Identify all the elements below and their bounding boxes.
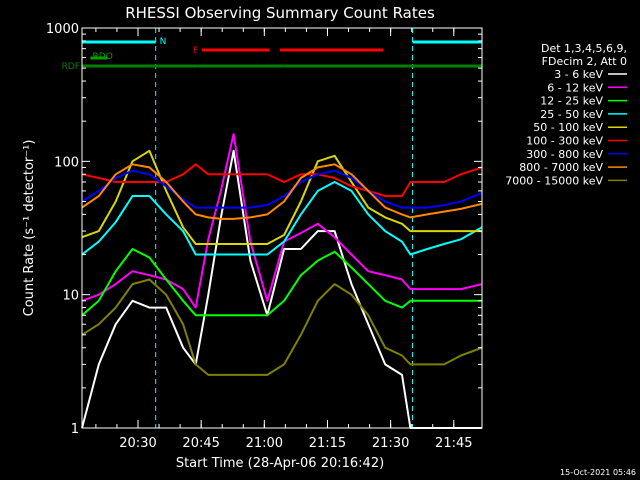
legend-label-6-12-kev: 6 - 12 keV bbox=[547, 81, 603, 94]
flag-label-rdo: RDO bbox=[93, 52, 113, 62]
flag-label-f: F bbox=[193, 46, 198, 56]
legend-label-12-25-kev: 12 - 25 keV bbox=[540, 95, 603, 108]
y-tick-label: 1 bbox=[71, 422, 79, 437]
legend-header-line: FDecim 2, Att 0 bbox=[542, 55, 627, 68]
footer-timestamp: 15-Oct-2021 05:46 bbox=[560, 468, 636, 477]
x-tick-label: 21:30 bbox=[372, 436, 409, 451]
x-tick-label: 20:45 bbox=[182, 436, 219, 451]
series-line-6-12-kev bbox=[81, 133, 483, 309]
plot-area: N F RDO RDF bbox=[62, 28, 483, 429]
y-axis-label: Count Rate (s⁻¹ detector⁻¹) bbox=[22, 140, 37, 317]
x-tick-label: 21:45 bbox=[435, 436, 472, 451]
x-tick-label: 21:00 bbox=[246, 436, 283, 451]
chart-title: RHESSI Observing Summary Count Rates bbox=[125, 4, 435, 22]
y-tick-label: 100 bbox=[54, 155, 79, 170]
plot-frame bbox=[81, 27, 483, 429]
flag-label-n: N bbox=[160, 37, 167, 47]
legend-label-50-100-kev: 50 - 100 keV bbox=[533, 121, 603, 134]
y-tick-label: 1000 bbox=[46, 22, 79, 37]
series-line-12-25-kev bbox=[81, 248, 482, 317]
series-line-300-800-kev bbox=[81, 169, 483, 209]
legend-label-300-800-kev: 300 - 800 keV bbox=[526, 148, 603, 161]
x-tick-label: 21:15 bbox=[309, 436, 346, 451]
flag-label-rdf: RDF bbox=[62, 62, 80, 72]
series-line-800-7000-kev bbox=[81, 163, 483, 220]
legend-label-3-6-kev: 3 - 6 keV bbox=[554, 68, 603, 81]
legend-label-7000-15000-kev: 7000 - 15000 keV bbox=[505, 174, 603, 187]
series-line-7000-15000-kev bbox=[81, 278, 483, 376]
legend-header-line: Det 1,3,4,5,6,9, bbox=[541, 42, 627, 55]
axes: 1 10 100 1000 20:30 20:45 21:00 21:15 21:30 21:45 bbox=[46, 22, 482, 451]
x-tick-label: 20:30 bbox=[119, 436, 156, 451]
legend-label-800-7000-kev: 800 - 7000 keV bbox=[519, 161, 603, 174]
legend-label-25-50-kev: 25 - 50 keV bbox=[540, 108, 603, 121]
legend: Det 1,3,4,5,6,9,FDecim 2, Att 03 - 6 keV… bbox=[505, 42, 627, 187]
series-line-100-300-kev bbox=[81, 163, 483, 197]
series-line-50-100-kev bbox=[81, 149, 482, 245]
x-axis-label: Start Time (28-Apr-06 20:16:42) bbox=[176, 456, 384, 471]
series-line-25-50-kev bbox=[81, 181, 483, 256]
y-tick-label: 10 bbox=[62, 289, 79, 304]
series-line-3-6-kev bbox=[81, 149, 482, 429]
legend-label-100-300-kev: 100 - 300 keV bbox=[526, 135, 603, 148]
